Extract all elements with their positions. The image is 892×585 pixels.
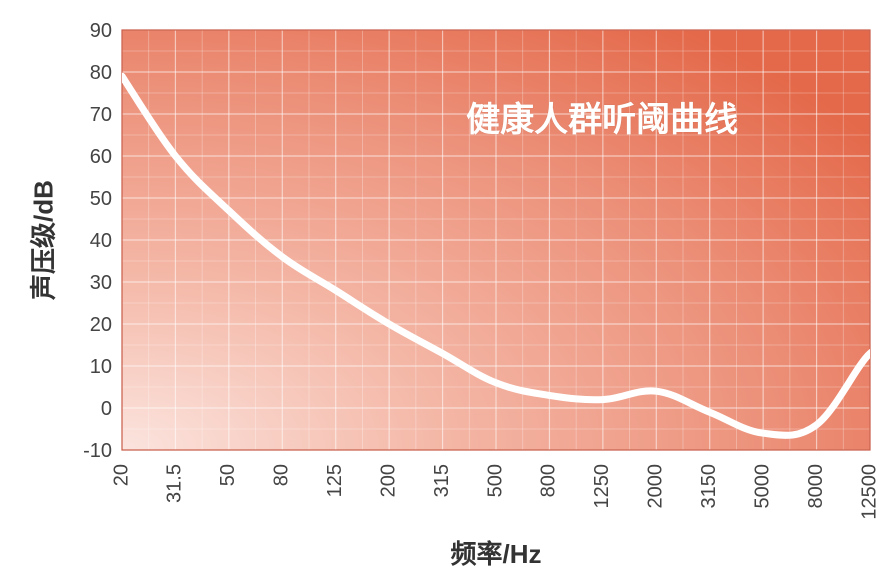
svg-text:3150: 3150 (698, 464, 720, 509)
chart-title: 健康人群听阈曲线 (466, 92, 738, 141)
x-axis-label: 频率/Hz (122, 534, 870, 571)
svg-text:40: 40 (90, 230, 112, 252)
svg-text:8000: 8000 (805, 464, 827, 509)
svg-text:500: 500 (484, 464, 506, 497)
svg-text:50: 50 (217, 464, 239, 486)
svg-text:315: 315 (431, 464, 453, 497)
svg-text:10: 10 (90, 356, 112, 378)
svg-text:60: 60 (90, 146, 112, 168)
hearing-threshold-chart: -10 0 10 20 30 40 50 60 70 80 90 20 31.5 50 80 125 200 31… (0, 0, 892, 585)
svg-text:80: 80 (90, 62, 112, 84)
svg-text:20: 20 (110, 464, 132, 486)
svg-text:80: 80 (271, 464, 293, 486)
svg-text:1250: 1250 (591, 464, 613, 509)
svg-text:0: 0 (101, 398, 112, 420)
svg-text:12500: 12500 (858, 464, 880, 520)
chart-svg: -10 0 10 20 30 40 50 60 70 80 90 20 31.5 50 80 125 200 31… (0, 0, 892, 585)
svg-text:5000: 5000 (751, 464, 773, 509)
svg-text:20: 20 (90, 314, 112, 336)
svg-text:125: 125 (324, 464, 346, 497)
svg-text:30: 30 (90, 272, 112, 294)
svg-text:800: 800 (538, 464, 560, 497)
y-axis-label: 声压级/dB (24, 180, 61, 300)
svg-text:50: 50 (90, 188, 112, 210)
svg-text:2000: 2000 (645, 464, 667, 509)
svg-text:200: 200 (377, 464, 399, 497)
svg-text:-10: -10 (83, 440, 112, 462)
svg-text:31.5: 31.5 (164, 464, 186, 503)
svg-text:90: 90 (90, 20, 112, 42)
svg-text:70: 70 (90, 104, 112, 126)
